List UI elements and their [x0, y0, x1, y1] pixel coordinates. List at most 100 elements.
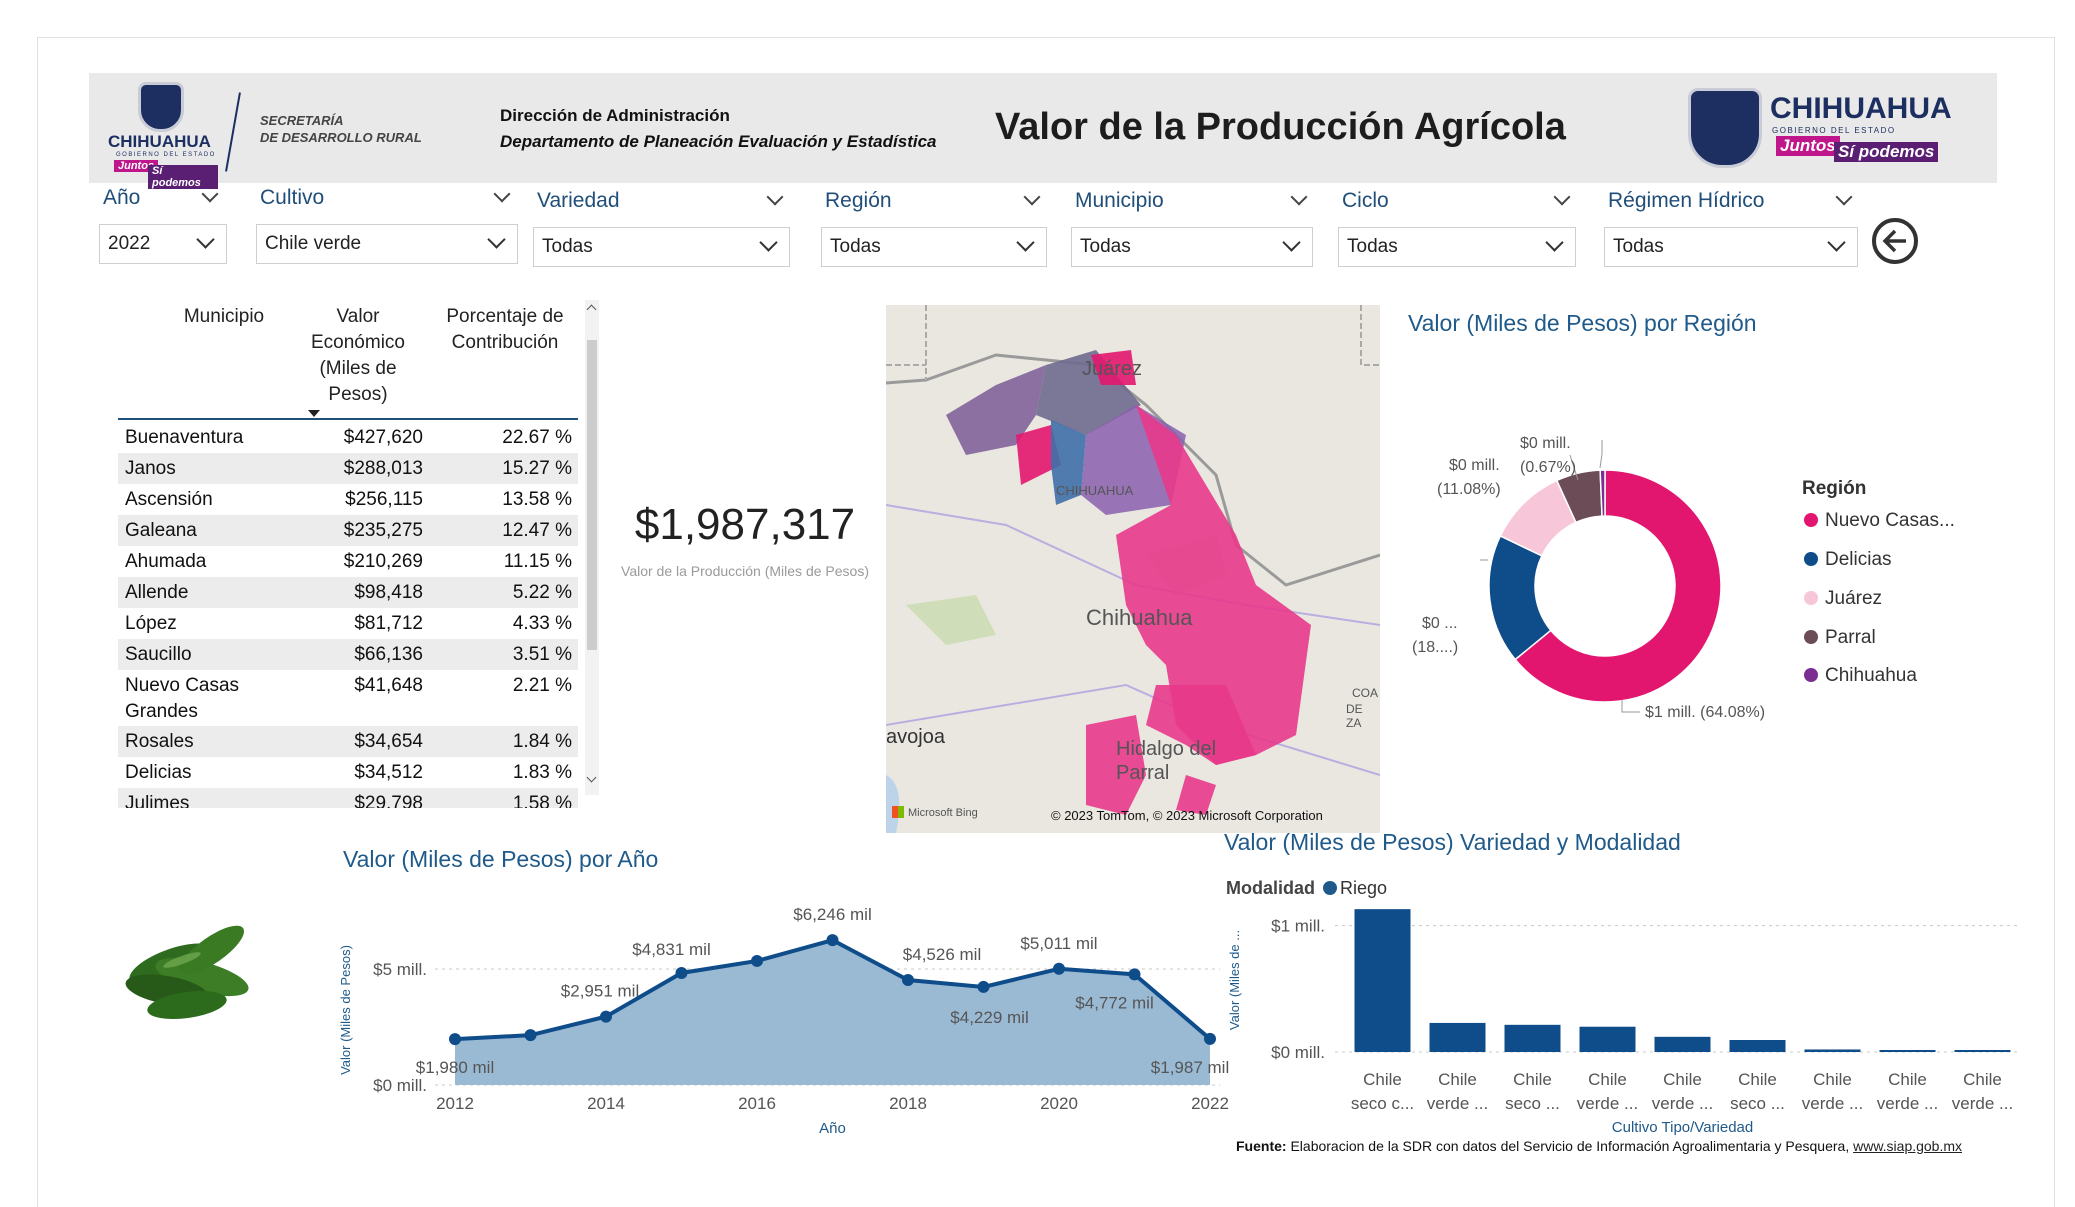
cell-valor: $98,418 [354, 582, 423, 603]
bar[interactable] [1579, 1026, 1636, 1052]
table-row[interactable]: Janos $288,013 15.27 % [118, 453, 578, 484]
data-point[interactable] [600, 1010, 612, 1023]
data-point[interactable] [977, 980, 990, 993]
col-header-municipio[interactable]: Municipio [183, 306, 265, 327]
data-point[interactable] [524, 1029, 537, 1042]
col-header-valor[interactable]: Valor Económico (Miles de Pesos) [303, 304, 413, 408]
filter-regimen-dropdown[interactable]: Todas [1604, 227, 1858, 267]
filter-ano-value: 2022 [108, 233, 151, 254]
region-legend-title: Región [1802, 478, 1867, 499]
variety-legend-riego[interactable]: Riego [1340, 878, 1388, 898]
legend-item-nuevo[interactable]: Nuevo Casas... [1804, 510, 1955, 532]
filter-cultivo[interactable]: Cultivo Chile verde [256, 185, 518, 266]
back-button[interactable] [1872, 218, 1918, 264]
legend-item-chihuahua[interactable]: Chihuahua [1804, 665, 1917, 687]
table-row[interactable]: Julimes $29,798 1.58 % [118, 788, 578, 808]
region-map[interactable]: Juárez CHIHUAHUA Chihuahua Hidalgo del P… [886, 305, 1380, 833]
legend-label: Parral [1825, 627, 1876, 648]
table-row[interactable]: Saucillo $66,136 3.51 % [118, 639, 578, 670]
filter-ciclo-dropdown[interactable]: Todas [1338, 227, 1576, 267]
variety-bar-chart[interactable]: $1 mill. $0 mill. Chile seco c... Chile verde… [1215, 880, 2035, 1140]
filter-ano-dropdown[interactable]: 2022 [99, 224, 227, 264]
cell-valor: $235,275 [343, 520, 423, 541]
filter-region[interactable]: Región Todas [821, 188, 1047, 269]
table-row[interactable]: López $81,712 4.33 % [118, 608, 578, 639]
chihuahua-logo-left: CHIHUAHUA GOBIERNO DEL ESTADO Juntos Sí … [108, 82, 218, 189]
x-tick-label: verde ... [1577, 1094, 1638, 1113]
cell-valor: $427,620 [343, 427, 423, 448]
filter-ano[interactable]: Año 2022 [99, 185, 227, 266]
chevron-down-icon [1282, 233, 1301, 252]
chevron-down-icon[interactable] [493, 185, 511, 203]
source-link[interactable]: www.siap.gob.mx [1853, 1138, 1963, 1154]
data-point[interactable] [1204, 1032, 1216, 1045]
legend-label: Nuevo Casas... [1825, 510, 1955, 531]
x-tick-label: verde ... [1952, 1094, 2013, 1113]
scroll-down-icon[interactable] [586, 772, 597, 783]
bar[interactable] [1354, 909, 1411, 1052]
table-row[interactable]: Nuevo Casas Grandes $41,648 2.21 % [118, 670, 578, 726]
legend-item-delicias[interactable]: Delicias [1804, 549, 1892, 571]
chevron-down-icon[interactable] [766, 188, 784, 206]
data-point[interactable] [449, 1033, 461, 1046]
bar[interactable] [1429, 1022, 1486, 1052]
x-tick-label: Chile [1963, 1070, 2002, 1089]
filter-variedad-dropdown[interactable]: Todas [533, 227, 790, 267]
table-scrollbar[interactable] [585, 300, 599, 795]
legend-item-parral[interactable]: Parral [1804, 627, 1876, 649]
filter-region-label: Región [825, 189, 892, 212]
filter-municipio-dropdown[interactable]: Todas [1071, 227, 1313, 267]
bar[interactable] [1954, 1050, 2011, 1052]
filter-cultivo-dropdown[interactable]: Chile verde [256, 224, 518, 264]
bar[interactable] [1504, 1024, 1561, 1052]
bar[interactable] [1804, 1049, 1861, 1052]
region-donut-chart[interactable] [1400, 340, 1960, 750]
filter-municipio-label: Municipio [1075, 189, 1164, 212]
data-point[interactable] [1053, 962, 1065, 975]
col-header-porc-l2: Contribución [451, 332, 559, 353]
table-row[interactable]: Delicias $34,512 1.83 % [118, 757, 578, 788]
scroll-thumb[interactable] [587, 340, 597, 650]
table-row[interactable]: Allende $98,418 5.22 % [118, 577, 578, 608]
bar[interactable] [1729, 1039, 1786, 1052]
filter-region-dropdown[interactable]: Todas [821, 227, 1047, 267]
table-row[interactable]: Buenaventura $427,620 22.67 % [118, 422, 578, 453]
scroll-up-icon[interactable] [586, 304, 597, 315]
chevron-down-icon[interactable] [201, 185, 219, 203]
chevron-down-icon[interactable] [1835, 188, 1853, 206]
data-point[interactable] [902, 974, 914, 987]
filter-variedad[interactable]: Variedad Todas [533, 188, 790, 269]
year-area-chart[interactable]: $5 mill. $0 mill. 2012 2014 2016 2018 2020 2022… [330, 880, 1230, 1140]
table-row[interactable]: Ahumada $210,269 11.15 % [118, 546, 578, 577]
bar[interactable] [1879, 1050, 1936, 1052]
region-chart-title: Valor (Miles de Pesos) por Región [1408, 310, 1757, 336]
col-header-porcentaje[interactable]: Porcentaje de Contribución [430, 304, 580, 356]
chevron-down-icon[interactable] [1553, 188, 1571, 206]
chevron-down-icon[interactable] [1290, 188, 1308, 206]
filter-municipio[interactable]: Municipio Todas [1071, 188, 1313, 269]
data-point[interactable] [675, 966, 688, 979]
x-tick-label: 2014 [587, 1094, 625, 1113]
bar[interactable] [1654, 1036, 1711, 1052]
kpi-value: $1,987,317 [634, 500, 856, 549]
data-point[interactable] [751, 954, 763, 967]
legend-item-juarez[interactable]: Juárez [1804, 588, 1882, 610]
data-label: $2,951 mil [561, 982, 639, 1001]
donut-slice-0[interactable] [1514, 469, 1722, 703]
chevron-down-icon[interactable] [1023, 188, 1041, 206]
data-label: $4,526 mil [903, 945, 981, 964]
y-axis-title: Valor (Miles de Pesos) [338, 945, 353, 1075]
table-row[interactable]: Ascensión $256,115 13.58 % [118, 484, 578, 515]
data-point[interactable] [1128, 968, 1141, 981]
filter-regimen-hidrico[interactable]: Régimen Hídrico Todas [1604, 188, 1858, 269]
table-row[interactable]: Galeana $235,275 12.47 % [118, 515, 578, 546]
filter-ciclo[interactable]: Ciclo Todas [1338, 188, 1576, 269]
y-axis-title: Valor (Miles de ... [1227, 930, 1242, 1030]
data-label: $4,229 mil [950, 1008, 1028, 1027]
table-row[interactable]: Rosales $34,654 1.84 % [118, 726, 578, 757]
data-label: $4,772 mil [1075, 993, 1153, 1012]
cell-municipio: Rosales [125, 731, 194, 752]
x-tick-label: Chile [1513, 1070, 1552, 1089]
data-point[interactable] [826, 934, 839, 947]
donut-slice-4[interactable] [1599, 469, 1606, 517]
